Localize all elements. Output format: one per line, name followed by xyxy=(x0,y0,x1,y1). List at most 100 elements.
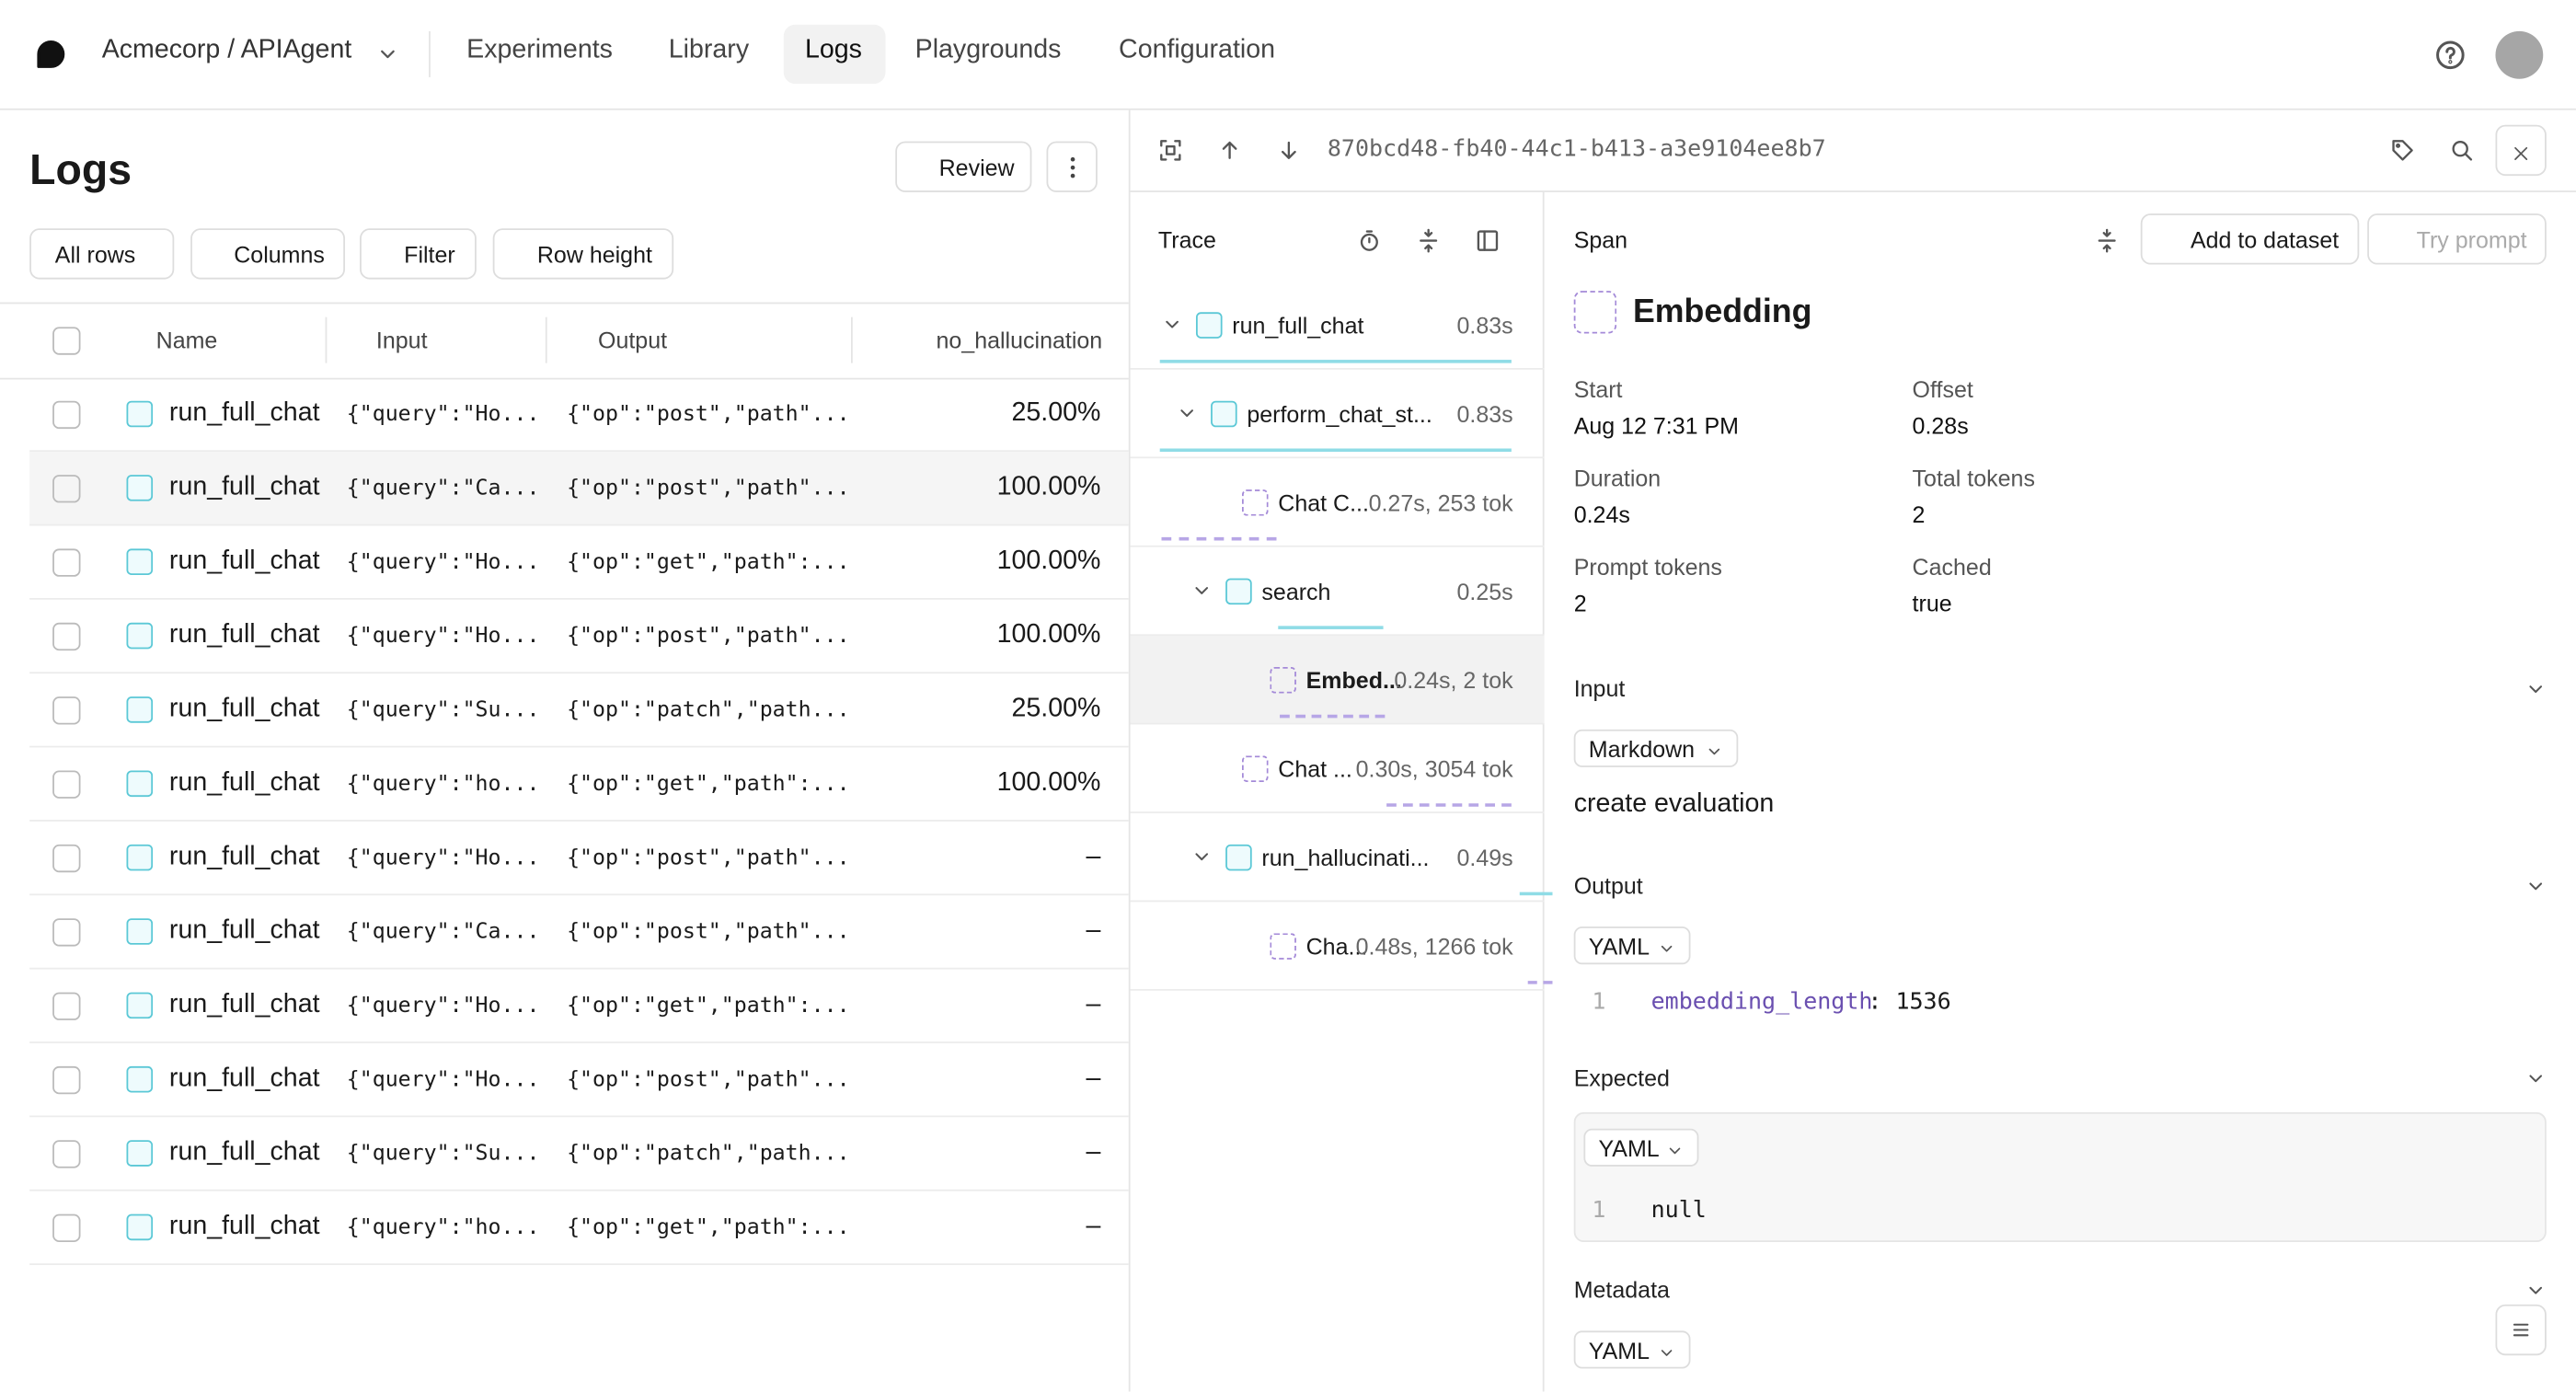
column-header[interactable]: Output xyxy=(597,327,668,353)
row-checkbox[interactable] xyxy=(52,1140,81,1168)
org-chevron[interactable] xyxy=(376,42,399,65)
row-checkbox[interactable] xyxy=(52,622,81,651)
caret[interactable] xyxy=(1177,402,1198,423)
nav-tab[interactable]: Library xyxy=(668,36,750,64)
row-checkbox[interactable] xyxy=(52,770,81,799)
select-all[interactable] xyxy=(52,327,81,355)
tag-icon[interactable] xyxy=(2390,138,2415,163)
nav-tab[interactable]: Logs xyxy=(804,36,862,64)
nav-tab[interactable]: Configuration xyxy=(1119,36,1276,64)
section-chevron[interactable] xyxy=(2525,1068,2547,1089)
trace-row[interactable] xyxy=(1130,724,1545,813)
function-icon xyxy=(1225,844,1252,871)
toolbar-button[interactable]: All rows xyxy=(29,228,175,280)
split-icon[interactable] xyxy=(2095,228,2120,253)
span-timeline-bar xyxy=(1527,981,1553,984)
toolbar-button[interactable]: Columns xyxy=(190,228,345,280)
timer-icon[interactable] xyxy=(1357,228,1382,253)
search-icon[interactable] xyxy=(2449,138,2474,163)
row-checkbox[interactable] xyxy=(52,400,81,430)
row-name: run_full_chat xyxy=(168,695,320,723)
trace-row[interactable] xyxy=(1130,370,1545,459)
dropdown-chevron[interactable] xyxy=(1658,937,1676,955)
add-to-dataset-button[interactable]: Add to dataset xyxy=(2140,213,2360,265)
row-checkbox[interactable] xyxy=(52,696,81,725)
trace-row[interactable] xyxy=(1130,458,1545,547)
row-input: {"query":"Ca... xyxy=(346,476,540,501)
dropdown-chevron[interactable] xyxy=(1706,740,1724,758)
next-icon[interactable] xyxy=(1276,138,1301,163)
row-checkbox[interactable] xyxy=(52,475,81,503)
nav-tab[interactable]: Experiments xyxy=(466,36,613,64)
close-button[interactable] xyxy=(2495,124,2547,177)
section-title[interactable]: Expected xyxy=(1573,1064,1670,1091)
column-header[interactable]: Name xyxy=(155,327,218,353)
toolbar-button[interactable]: Row height xyxy=(492,228,674,280)
trace-row[interactable] xyxy=(1130,636,1545,725)
row-output: {"op":"post","path"... xyxy=(567,624,850,650)
org-name[interactable]: Acmecorp / APIAgent xyxy=(101,36,352,64)
section-chevron[interactable] xyxy=(2525,1280,2547,1301)
function-icon xyxy=(1225,578,1252,605)
row-input: {"query":"Ho... xyxy=(346,846,540,871)
row-checkbox[interactable] xyxy=(52,548,81,577)
expand-icon[interactable] xyxy=(1158,138,1183,163)
section-chevron[interactable] xyxy=(2525,876,2547,897)
format-dropdown[interactable]: Markdown xyxy=(1573,729,1739,767)
function-icon xyxy=(126,918,154,945)
panel-icon[interactable] xyxy=(1476,228,1501,253)
format-dropdown[interactable]: YAML xyxy=(1573,1330,1691,1369)
table-row[interactable] xyxy=(29,970,1129,1043)
table-row[interactable] xyxy=(29,600,1129,674)
review-button[interactable]: Review xyxy=(895,141,1032,192)
row-checkbox[interactable] xyxy=(52,1065,81,1095)
table-row[interactable] xyxy=(29,673,1129,748)
collapse-icon[interactable] xyxy=(1416,228,1441,253)
section-title[interactable]: Metadata xyxy=(1573,1276,1670,1304)
format-dropdown[interactable]: YAML xyxy=(1573,926,1691,965)
span-meta: 0.83s xyxy=(1456,312,1513,339)
row-checkbox[interactable] xyxy=(52,918,81,947)
span-timeline-bar xyxy=(1161,536,1277,541)
trace-row[interactable] xyxy=(1130,902,1545,991)
table-row[interactable] xyxy=(29,1117,1129,1191)
nav-tab[interactable]: Playgrounds xyxy=(914,36,1062,64)
row-checkbox[interactable] xyxy=(52,844,81,873)
dropdown-chevron[interactable] xyxy=(1666,1138,1685,1156)
dropdown-chevron[interactable] xyxy=(1658,1340,1676,1359)
table-row[interactable] xyxy=(29,822,1129,896)
trace-row[interactable] xyxy=(1130,547,1545,637)
row-output: {"op":"post","path"... xyxy=(567,476,850,501)
table-row[interactable] xyxy=(29,452,1129,526)
trace-pane xyxy=(1131,191,1545,1392)
menu-button[interactable] xyxy=(2495,1304,2547,1356)
row-checkbox[interactable] xyxy=(52,992,81,1020)
caret[interactable] xyxy=(1191,580,1213,601)
table-row[interactable] xyxy=(29,747,1129,822)
section-title[interactable]: Output xyxy=(1573,872,1643,899)
table-row[interactable] xyxy=(29,1043,1129,1118)
format-dropdown[interactable]: YAML xyxy=(1583,1128,1699,1167)
trace-row[interactable] xyxy=(1130,813,1545,903)
help-icon[interactable] xyxy=(2434,40,2466,71)
try-prompt-button[interactable]: Try prompt xyxy=(2367,213,2547,265)
avatar[interactable] xyxy=(2495,30,2544,79)
caret[interactable] xyxy=(1191,846,1213,868)
expected-box xyxy=(1573,1111,2547,1242)
column-header[interactable]: no_hallucination xyxy=(936,327,1103,353)
table-row[interactable] xyxy=(29,525,1129,600)
column-header[interactable]: Input xyxy=(375,327,428,353)
prev-icon[interactable] xyxy=(1217,138,1242,163)
toolbar-button[interactable]: Filter xyxy=(360,228,477,280)
row-input: {"query":"ho... xyxy=(346,772,540,798)
section-title[interactable]: Input xyxy=(1573,674,1626,702)
more-button[interactable] xyxy=(1046,141,1098,192)
row-checkbox[interactable] xyxy=(52,1214,81,1242)
section-chevron[interactable] xyxy=(2525,678,2547,699)
table-row[interactable] xyxy=(29,1191,1129,1265)
caret[interactable] xyxy=(1161,314,1182,335)
table-row[interactable] xyxy=(29,378,1129,453)
table-row[interactable] xyxy=(29,895,1129,970)
trace-row[interactable] xyxy=(1130,281,1545,370)
